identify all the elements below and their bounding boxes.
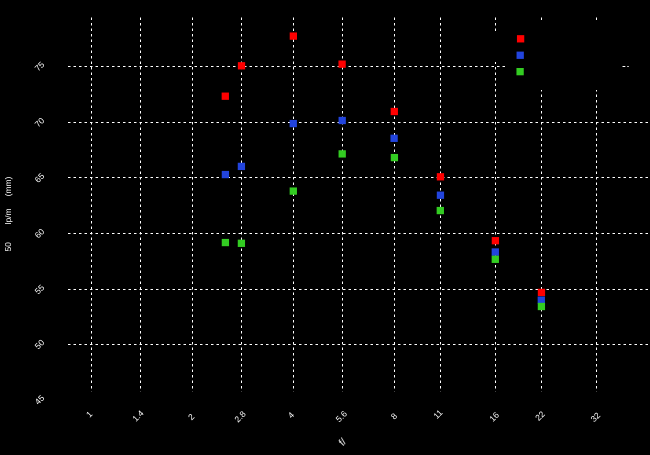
svg-text:4: 4: [286, 410, 297, 421]
svg-text:2: 2: [186, 411, 197, 422]
svg-text:f/: f/: [337, 437, 349, 449]
svg-text:lp/m: lp/m: [3, 208, 13, 224]
svg-text:50: 50: [3, 242, 13, 252]
svg-text:1: 1: [84, 409, 95, 420]
svg-text:8: 8: [389, 411, 400, 422]
svg-text:(mm): (mm): [3, 176, 13, 196]
